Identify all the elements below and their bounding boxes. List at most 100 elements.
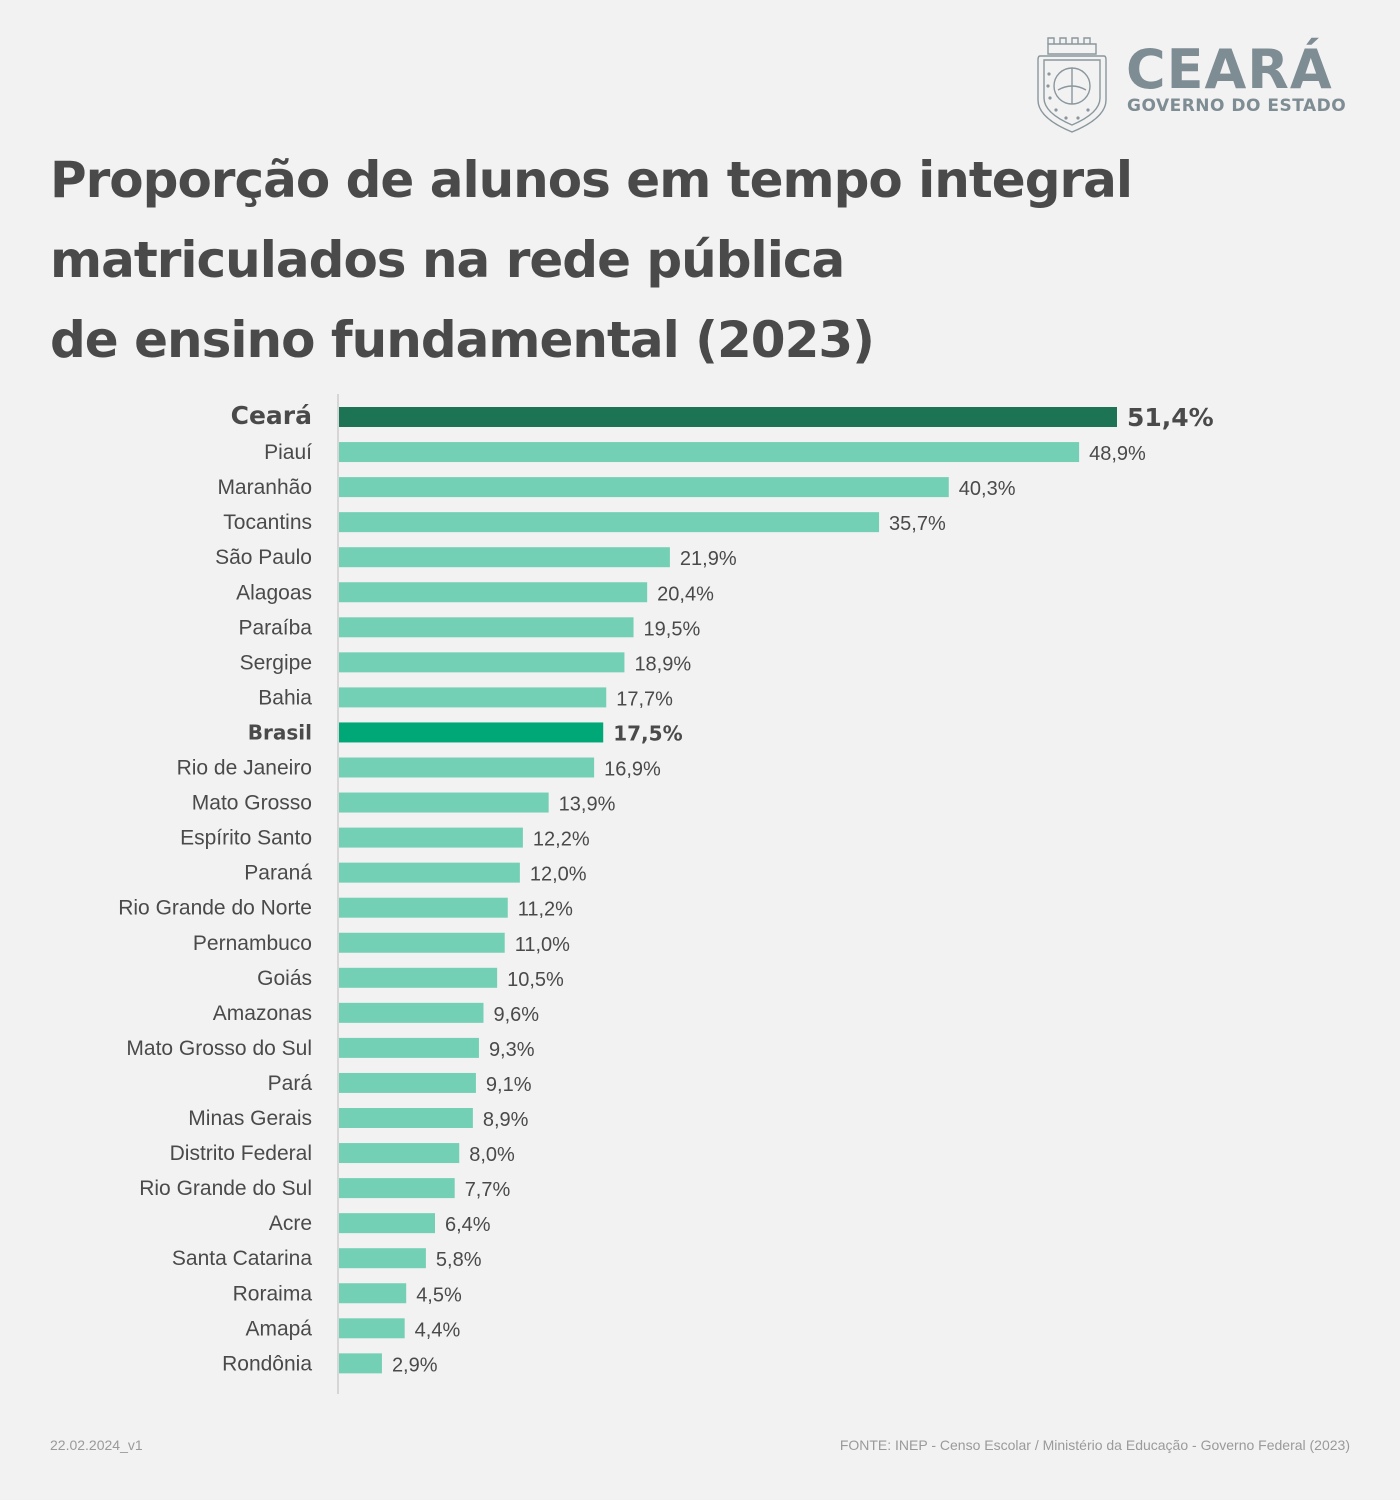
value-label: 4,4% <box>415 1319 461 1341</box>
category-label: Rio Grande do Norte <box>118 897 312 920</box>
value-label: 16,9% <box>604 759 661 781</box>
bar <box>339 1213 435 1234</box>
value-label: 11,0% <box>515 934 570 956</box>
value-label: 19,5% <box>644 618 701 640</box>
chart-row: Paraná 12,0% <box>244 862 587 886</box>
chart-row: Bahia 17,7% <box>258 686 673 710</box>
bar <box>339 1072 476 1093</box>
value-label: 20,4% <box>657 583 714 605</box>
value-label: 11,2% <box>518 899 573 921</box>
bar <box>339 1143 460 1164</box>
bar <box>339 722 604 743</box>
chart-row: Santa Catarina 5,8% <box>172 1247 482 1271</box>
bar <box>339 1283 407 1304</box>
bar <box>339 512 880 533</box>
bar <box>339 967 498 988</box>
bar <box>339 477 949 498</box>
chart-row: Minas Gerais 8,9% <box>188 1107 528 1131</box>
category-label: Sergipe <box>240 651 312 674</box>
bar <box>339 652 625 673</box>
bar <box>339 547 670 568</box>
value-label: 35,7% <box>889 513 946 535</box>
bar <box>339 827 523 848</box>
category-label: Ceará <box>231 401 312 430</box>
chart-row: Espírito Santo 12,2% <box>180 827 590 851</box>
bar-chart: Ceará 51,4% Piauí 48,9% Maranhão 40,3% Tocanti… <box>118 394 1214 1394</box>
category-label: Espírito Santo <box>180 827 312 850</box>
bar <box>339 1318 405 1339</box>
category-label: Amapá <box>245 1317 312 1340</box>
chart-row: Pernambuco 11,0% <box>193 932 570 956</box>
bar <box>339 1353 382 1374</box>
value-label: 12,2% <box>533 829 590 851</box>
category-label: Distrito Federal <box>170 1142 312 1165</box>
version-label: 22.02.2024_v1 <box>50 1437 143 1453</box>
bar <box>339 442 1080 463</box>
bar <box>339 757 595 778</box>
category-label: Roraima <box>233 1282 313 1305</box>
chart-row: Brasil 17,5% <box>248 720 683 745</box>
bar <box>339 862 520 883</box>
bar <box>339 687 607 708</box>
brand-name: CEARÁ <box>1126 38 1333 101</box>
value-label: 12,0% <box>530 864 587 886</box>
chart-rows: Ceará 51,4% Piauí 48,9% Maranhão 40,3% Tocanti… <box>118 401 1214 1376</box>
chart-row: Pará 9,1% <box>268 1072 532 1096</box>
category-label: Amazonas <box>213 1002 312 1025</box>
chart-title-line-2: matriculados na rede pública <box>50 231 845 289</box>
value-label: 17,5% <box>613 721 682 745</box>
chart-title: Proporção de alunos em tempo integral ma… <box>50 140 1250 380</box>
category-label: Rondônia <box>222 1352 312 1375</box>
bar <box>339 897 508 918</box>
value-label: 9,1% <box>486 1074 532 1096</box>
chart-row: Goiás 10,5% <box>257 967 564 991</box>
value-label: 9,3% <box>489 1039 535 1061</box>
chart-row: Roraima 4,5% <box>233 1282 462 1306</box>
chart-row: Acre 6,4% <box>269 1212 491 1236</box>
bar <box>339 407 1117 427</box>
value-label: 51,4% <box>1127 403 1214 432</box>
category-label: São Paulo <box>215 546 312 569</box>
category-label: Paraíba <box>238 616 312 639</box>
bar <box>339 1108 473 1128</box>
bar <box>339 582 648 603</box>
category-label: Rio Grande do Sul <box>139 1177 312 1200</box>
value-label: 4,5% <box>416 1284 462 1306</box>
bar <box>339 1037 479 1058</box>
category-label: Pernambuco <box>193 932 312 955</box>
value-label: 40,3% <box>959 478 1016 500</box>
bar <box>339 1002 484 1023</box>
chart-row: Rio de Janeiro 16,9% <box>177 757 661 781</box>
chart-row: Amapá 4,4% <box>245 1317 460 1341</box>
value-label: 21,9% <box>680 548 737 570</box>
chart-title-line-3: de ensino fundamental (2023) <box>50 311 875 369</box>
bar <box>339 1248 426 1269</box>
value-label: 9,6% <box>493 1004 539 1026</box>
value-label: 10,5% <box>507 969 564 991</box>
ceara-coat-of-arms-icon <box>1037 37 1107 133</box>
chart-row: Mato Grosso do Sul 9,3% <box>126 1037 534 1061</box>
category-label: Brasil <box>248 720 312 744</box>
category-label: Goiás <box>257 967 312 990</box>
category-label: Minas Gerais <box>188 1107 312 1130</box>
brand-logo: CEARÁ GOVERNO DO ESTADO <box>1034 34 1354 134</box>
value-label: 8,9% <box>483 1109 529 1131</box>
category-label: Alagoas <box>236 581 312 604</box>
category-label: Paraná <box>244 862 312 885</box>
chart-row: Sergipe 18,9% <box>240 651 692 675</box>
category-label: Pará <box>268 1072 313 1095</box>
value-label: 48,9% <box>1089 443 1146 465</box>
chart-row: Rio Grande do Norte 11,2% <box>118 897 573 921</box>
category-label: Tocantins <box>223 511 312 534</box>
chart-row: Distrito Federal 8,0% <box>170 1142 515 1166</box>
chart-row: Rio Grande do Sul 7,7% <box>139 1177 510 1201</box>
value-label: 18,9% <box>634 653 691 675</box>
chart-row: Rondônia 2,9% <box>222 1352 438 1376</box>
value-label: 5,8% <box>436 1249 482 1271</box>
chart-row: Paraíba 19,5% <box>238 616 700 640</box>
source-label: FONTE: INEP - Censo Escolar / Ministério… <box>839 1437 1350 1453</box>
value-label: 8,0% <box>469 1144 515 1166</box>
value-label: 17,7% <box>616 688 673 710</box>
bar <box>339 932 505 953</box>
category-label: Acre <box>269 1212 312 1235</box>
